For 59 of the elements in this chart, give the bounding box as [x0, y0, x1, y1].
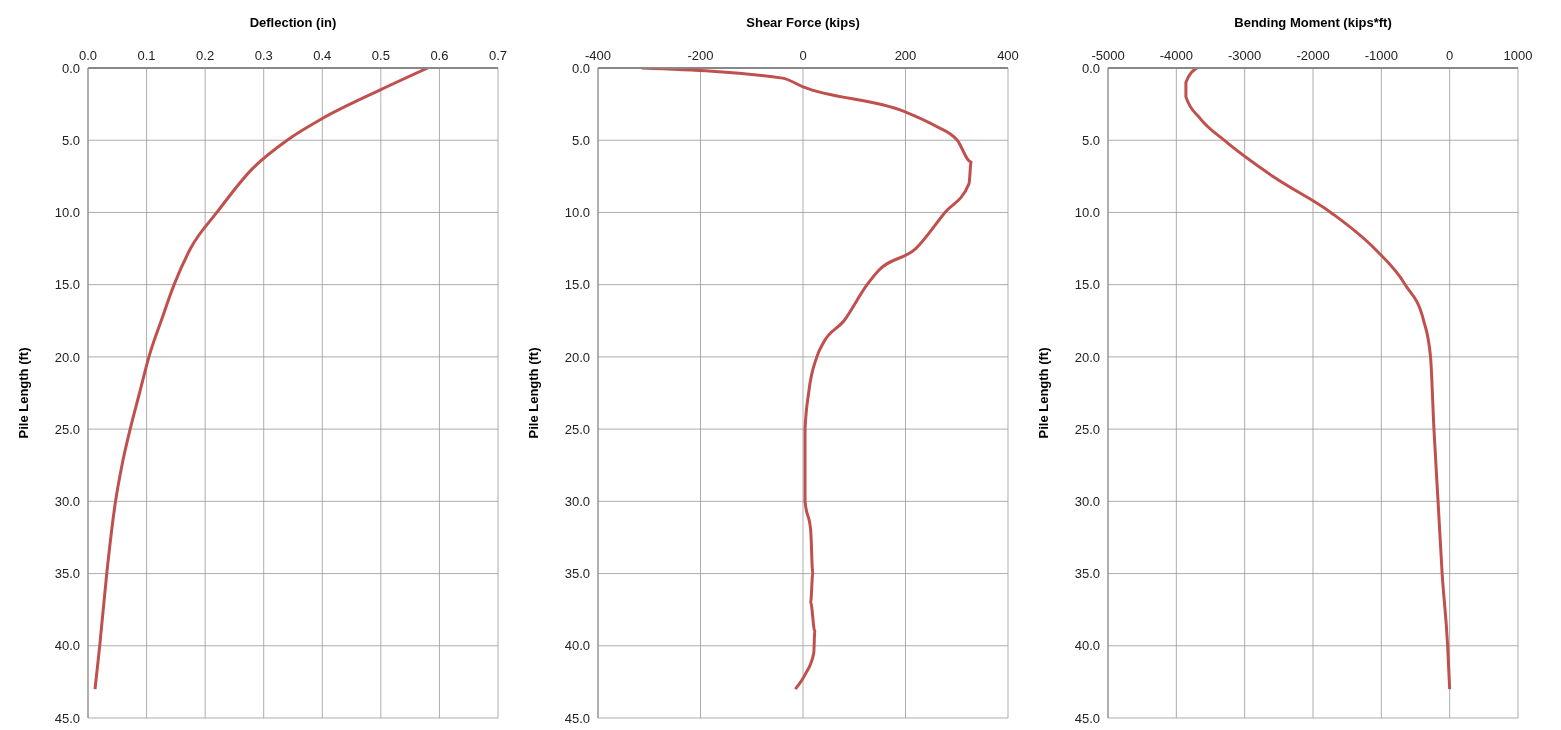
x-axis-title: Shear Force (kips) [746, 15, 860, 31]
y-tick-label: 5.0 [1081, 132, 1100, 148]
line-series [1184, 68, 1452, 691]
y-tick-label: 15.0 [54, 277, 80, 293]
x-axis-title: Deflection (in) [249, 15, 337, 31]
y-tick-label: 0.0 [571, 60, 590, 76]
x-tick-label: 0.7 [488, 48, 508, 63]
x-tick-label: -200 [687, 48, 714, 63]
y-tick-label: 35.0 [54, 566, 80, 582]
y-axis-title: Pile Length (ft) [15, 347, 31, 439]
y-tick-label: 30.0 [1074, 493, 1100, 509]
x-tick-label: 0 [799, 48, 807, 63]
y-tick-label: 45.0 [54, 710, 80, 726]
y-tick-label: 20.0 [54, 349, 80, 365]
x-tick-label: 0.3 [254, 48, 273, 63]
x-tick-label: 0 [1446, 48, 1454, 63]
y-tick-label: 25.0 [54, 421, 80, 437]
y-tick-label: 35.0 [1074, 566, 1100, 582]
x-tick-label: 1000 [1503, 48, 1533, 63]
x-tick-label: -1000 [1364, 48, 1398, 63]
y-tick-label: 45.0 [564, 710, 590, 726]
x-axis-title: Bending Moment (kips*ft) [1234, 15, 1392, 31]
y-tick-label: 25.0 [564, 421, 590, 437]
x-tick-label: 0.0 [78, 48, 98, 63]
line-series [93, 68, 430, 691]
y-tick-label: 40.0 [1074, 638, 1100, 654]
x-tick-label: -5000 [1091, 48, 1125, 63]
line-series [640, 68, 973, 691]
x-tick-label: 0.5 [371, 48, 390, 63]
y-tick-label: 5.0 [61, 132, 80, 148]
y-tick-label: 20.0 [564, 349, 590, 365]
x-tick-label: -2000 [1296, 48, 1330, 63]
y-tick-label: 40.0 [54, 638, 80, 654]
y-tick-label: 30.0 [54, 493, 80, 509]
y-tick-label: 5.0 [571, 132, 590, 148]
y-tick-label: 10.0 [564, 205, 590, 221]
x-tick-label: -3000 [1228, 48, 1262, 63]
x-tick-label: -4000 [1159, 48, 1193, 63]
x-tick-label: 400 [997, 48, 1019, 63]
x-tick-label: 0.1 [137, 48, 156, 63]
y-tick-label: 15.0 [564, 277, 590, 293]
y-tick-label: 0.0 [1081, 60, 1100, 76]
x-tick-label: 0.2 [196, 48, 215, 63]
y-tick-label: 25.0 [1074, 421, 1100, 437]
y-tick-label: 15.0 [1074, 277, 1100, 293]
y-axis-title: Pile Length (ft) [525, 347, 541, 439]
x-tick-label: 0.6 [430, 48, 449, 63]
y-tick-label: 45.0 [1074, 710, 1100, 726]
x-tick-label: 0.4 [313, 48, 332, 63]
y-axis-title: Pile Length (ft) [1035, 347, 1051, 439]
x-tick-label: -400 [584, 48, 612, 63]
y-tick-label: 30.0 [564, 493, 590, 509]
y-tick-label: 35.0 [564, 566, 590, 582]
y-tick-label: 10.0 [54, 205, 80, 221]
y-tick-label: 10.0 [1074, 205, 1100, 221]
y-tick-label: 20.0 [1074, 349, 1100, 365]
y-tick-label: 0.0 [61, 60, 80, 76]
y-tick-label: 40.0 [564, 638, 590, 654]
x-tick-label: 200 [894, 48, 917, 63]
